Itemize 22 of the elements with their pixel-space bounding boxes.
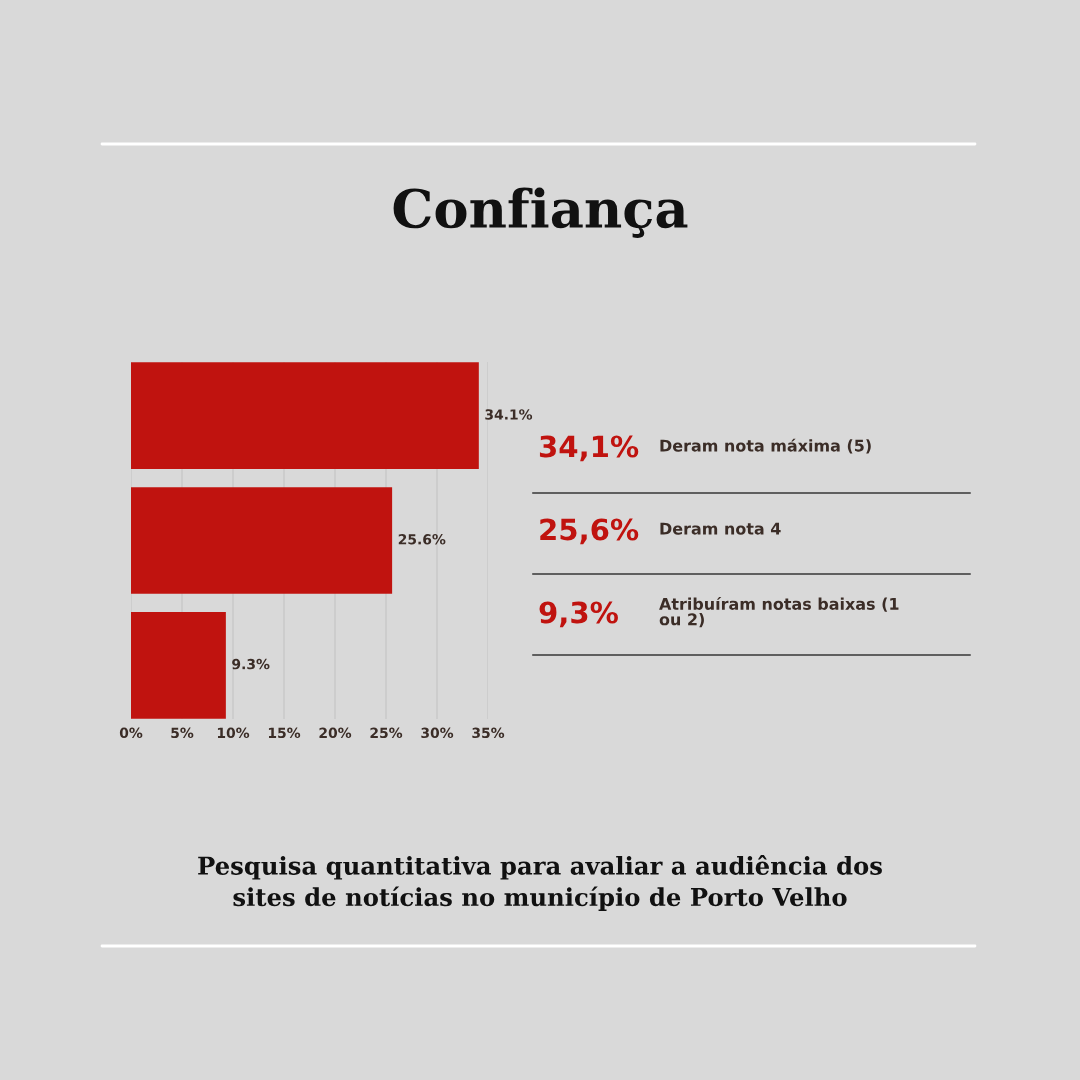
data-label: 25.6% (398, 534, 446, 545)
x-tick-label: 20% (319, 727, 352, 739)
x-tick-label: 15% (268, 727, 301, 739)
bar (131, 362, 479, 469)
text: Deram nota máxima (5) (660, 438, 871, 454)
x-tick-label: 35% (472, 727, 505, 739)
text: 34,1% (539, 435, 639, 462)
text: 25,6% (540, 518, 639, 545)
x-tick-label: 30% (421, 727, 454, 739)
text: Pesquisa quantitativa para avaliar a audiência dos sites de notícias no município de Porto Velho (198, 855, 882, 911)
bar (131, 612, 226, 719)
chart-title: Confiança (393, 187, 688, 238)
x-tick-label: 0% (119, 727, 143, 739)
x-tick-label: 5% (171, 727, 194, 739)
data-label: 34.1% (485, 409, 533, 420)
x-tick-label: 10% (217, 727, 250, 739)
text: 9,3% (539, 601, 618, 628)
x-tick-label: 25% (370, 727, 403, 739)
text: Deram nota 4 (660, 522, 781, 535)
bar (131, 487, 393, 594)
data-label: 9.3% (232, 658, 270, 670)
text: Atribuíram notas baixas (1 ou 2) (659, 596, 899, 628)
